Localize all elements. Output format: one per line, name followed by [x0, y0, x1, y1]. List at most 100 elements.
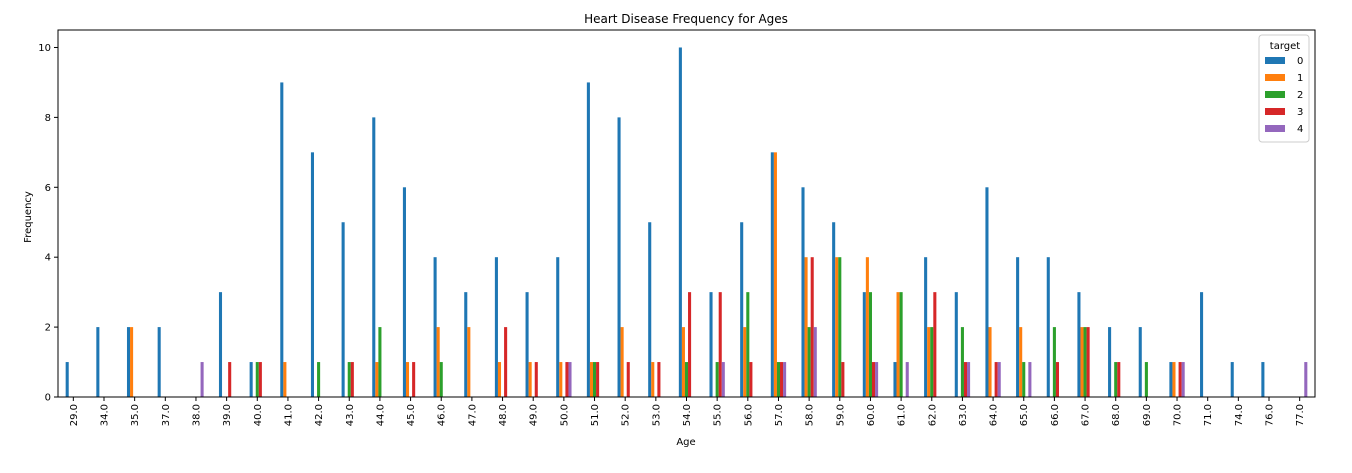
chart-title: Heart Disease Frequency for Ages: [584, 12, 788, 26]
bar-target-1-age-54.0: [681, 327, 685, 397]
bar-target-3-age-64.0: [994, 362, 998, 397]
legend-label-3: 3: [1297, 107, 1303, 118]
bar-target-0-age-62.0: [924, 257, 928, 397]
x-tick-label: 69.0: [1142, 404, 1153, 426]
bar-target-0-age-59.0: [832, 222, 836, 397]
bars-layer: [65, 47, 1308, 398]
bar-target-2-age-43.0: [347, 362, 351, 397]
x-tick-label: 54.0: [682, 404, 693, 426]
bar-target-2-age-56.0: [746, 292, 750, 397]
bar-target-3-age-49.0: [534, 362, 538, 397]
bar-target-0-age-54.0: [678, 47, 682, 397]
bar-target-1-age-62.0: [927, 327, 931, 397]
bar-target-1-age-70.0: [1172, 362, 1176, 397]
bar-target-3-age-70.0: [1178, 362, 1182, 397]
x-tick-label: 34.0: [99, 404, 110, 426]
bar-target-3-age-60.0: [871, 362, 876, 397]
bar-target-4-age-61.0: [905, 362, 909, 397]
x-tick-label: 55.0: [713, 404, 724, 426]
y-tick-label: 10: [38, 43, 51, 54]
x-tick-label: 66.0: [1050, 404, 1061, 426]
legend-label-4: 4: [1297, 124, 1303, 135]
bar-target-1-age-47.0: [467, 327, 471, 397]
bar-target-1-age-59.0: [835, 257, 839, 397]
bar-target-2-age-69.0: [1144, 362, 1148, 397]
bar-target-1-age-44.0: [375, 362, 379, 397]
x-tick-label: 68.0: [1111, 404, 1122, 426]
bar-target-3-age-45.0: [412, 362, 416, 397]
bar-target-1-age-57.0: [773, 152, 777, 397]
bar-target-3-age-59.0: [841, 362, 845, 397]
plot-frame: [57, 29, 1316, 398]
bar-target-0-age-69.0: [1138, 327, 1142, 397]
bar-target-2-age-54.0: [684, 362, 689, 397]
x-tick-label: 39.0: [222, 404, 233, 426]
y-axis-title: Frequency: [23, 191, 34, 243]
bar-target-2-age-46.0: [439, 362, 443, 397]
x-axis-title: Age: [676, 437, 695, 448]
bar-target-2-age-42.0: [317, 362, 321, 397]
bar-target-0-age-43.0: [341, 222, 345, 397]
y-tick-label: 6: [45, 183, 51, 194]
bar-target-0-age-55.0: [709, 292, 713, 397]
bar-target-0-age-51.0: [586, 82, 590, 398]
bar-target-0-age-44.0: [372, 117, 376, 397]
bar-target-1-age-58.0: [804, 257, 808, 397]
x-tick-label: 44.0: [375, 404, 386, 426]
legend-label-2: 2: [1297, 90, 1303, 101]
x-tick-label: 59.0: [835, 404, 846, 426]
bar-target-0-age-49.0: [525, 292, 529, 397]
bar-target-1-age-53.0: [651, 362, 655, 397]
bar-target-0-age-48.0: [494, 257, 498, 397]
bar-target-4-age-38.0: [200, 362, 204, 397]
x-tick-label: 60.0: [866, 404, 877, 426]
bar-target-0-age-57.0: [770, 152, 774, 397]
bar-target-1-age-67.0: [1080, 327, 1084, 397]
x-tick-label: 38.0: [191, 404, 202, 426]
bar-target-0-age-34.0: [96, 327, 100, 397]
bar-target-0-age-65.0: [1016, 257, 1020, 397]
x-tick-label: 35.0: [130, 404, 141, 426]
bar-target-3-age-63.0: [963, 362, 968, 397]
bar-target-4-age-77.0: [1304, 362, 1308, 397]
bar-target-2-age-55.0: [715, 362, 719, 397]
bar-target-1-age-56.0: [743, 327, 747, 397]
bar-target-2-age-68.0: [1114, 362, 1118, 397]
legend-swatch-3: [1265, 108, 1285, 115]
legend-swatch-2: [1265, 91, 1285, 98]
legend-swatch-0: [1265, 57, 1285, 64]
bar-target-0-age-29.0: [65, 362, 69, 397]
x-tick-label: 41.0: [283, 404, 294, 426]
bar-target-2-age-62.0: [930, 327, 934, 397]
x-tick-label: 61.0: [897, 404, 908, 426]
y-axis: 0 2 4 6 8 10: [38, 43, 58, 404]
x-tick-label: 46.0: [437, 404, 448, 426]
bar-target-3-age-56.0: [749, 362, 753, 397]
x-tick-label: 48.0: [498, 404, 509, 426]
bar-target-2-age-51.0: [592, 362, 597, 397]
bar-target-0-age-58.0: [801, 187, 805, 397]
x-tick-label: 62.0: [927, 404, 938, 426]
x-tick-label: 63.0: [958, 404, 969, 426]
bar-target-4-age-64.0: [997, 362, 1001, 397]
y-tick-label: 2: [45, 323, 51, 334]
bar-target-0-age-60.0: [862, 292, 866, 397]
x-tick-label: 58.0: [805, 404, 816, 426]
bar-target-3-age-40.0: [258, 362, 262, 397]
bar-target-3-age-53.0: [657, 362, 661, 397]
bar-target-0-age-61.0: [893, 362, 897, 397]
legend-title: target: [1270, 41, 1300, 52]
bar-target-3-age-67.0: [1086, 327, 1090, 397]
bar-target-0-age-35.0: [126, 327, 131, 397]
x-tick-label: 29.0: [69, 404, 80, 426]
y-tick-label: 0: [45, 393, 51, 404]
bar-target-3-age-39.0: [228, 362, 232, 397]
x-axis: 29.0 34.0 35.0 37.0 38.0 39.0 40.0 41.0 42.0 43.0…: [69, 397, 1306, 426]
bar-target-0-age-39.0: [218, 292, 223, 397]
legend-swatch-4: [1265, 125, 1285, 132]
bar-target-0-age-42.0: [310, 152, 314, 397]
bar-target-0-age-66.0: [1046, 257, 1050, 397]
x-tick-label: 51.0: [590, 404, 601, 426]
bar-target-0-age-46.0: [433, 257, 437, 397]
